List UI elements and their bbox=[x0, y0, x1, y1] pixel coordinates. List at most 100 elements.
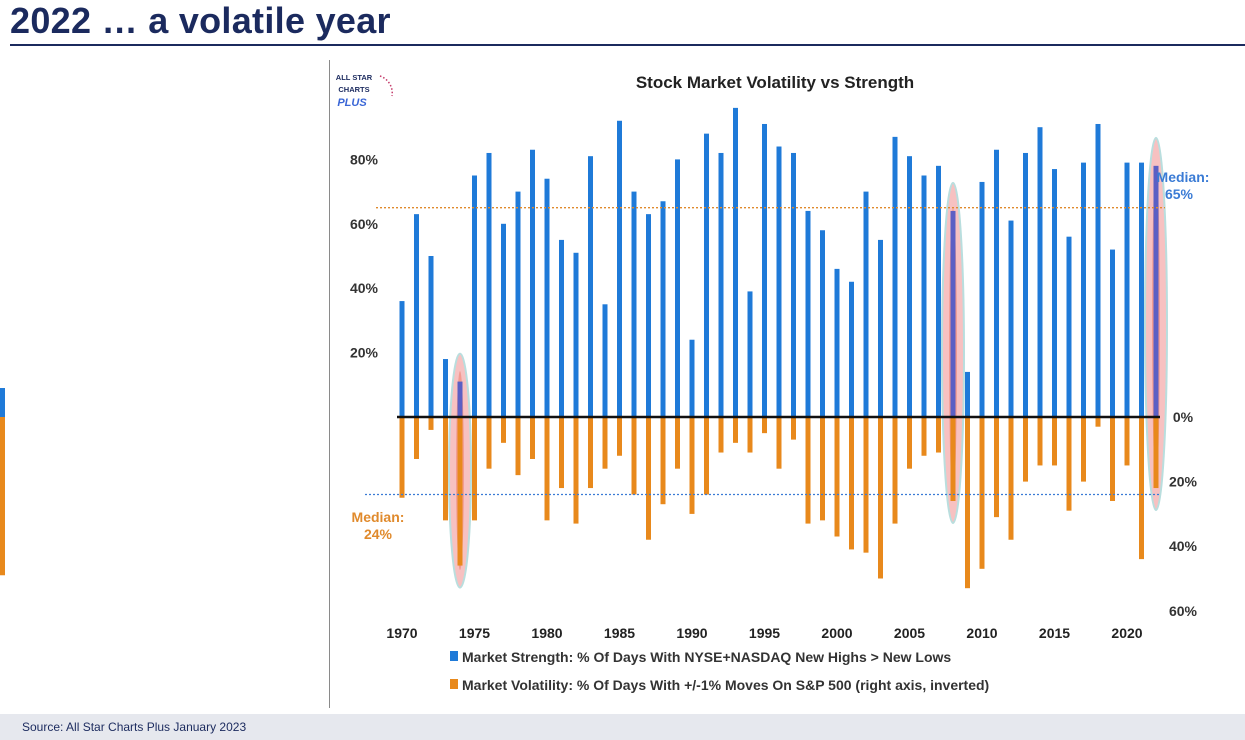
logo-line-1: ALL STAR bbox=[336, 73, 373, 82]
strength-bar-1983 bbox=[588, 156, 593, 417]
strength-bar-1988 bbox=[660, 201, 666, 417]
volatility-bar-1984 bbox=[602, 417, 608, 469]
volatility-bar-1971 bbox=[414, 417, 419, 459]
strength-bar-1995 bbox=[762, 123, 767, 417]
strength-bar-1987 bbox=[646, 214, 651, 417]
strength-bar-1972 bbox=[428, 256, 434, 417]
volatility-bar-2018 bbox=[1095, 417, 1101, 427]
strength-bar-2009 bbox=[965, 371, 970, 417]
volatility-bar-1991 bbox=[704, 417, 709, 495]
x-axis-tick-0: 1970 bbox=[386, 625, 417, 641]
strength-bar-2014 bbox=[1037, 127, 1043, 417]
volatility-bar-2004 bbox=[892, 417, 898, 524]
strength-bar-1975 bbox=[472, 175, 477, 417]
strength-bar-1980 bbox=[544, 178, 550, 417]
volatility-bar-1979 bbox=[530, 417, 535, 459]
volatility-bar-undefined bbox=[0, 417, 5, 576]
strength-bar-1986 bbox=[631, 191, 637, 417]
strength-bar-2020 bbox=[1124, 162, 1130, 417]
x-axis-tick-4: 1990 bbox=[676, 625, 707, 641]
volatility-bar-1980 bbox=[544, 417, 550, 521]
strength-bar-2012 bbox=[1008, 220, 1014, 417]
volatility-bar-2016 bbox=[1066, 417, 1072, 511]
logo-arc-icon bbox=[379, 75, 393, 97]
strength-bar-2005 bbox=[907, 156, 912, 417]
strength-bar-1974 bbox=[457, 381, 463, 417]
strength-bar-1977 bbox=[501, 223, 506, 417]
strength-bar-2003 bbox=[878, 239, 883, 417]
volatility-bar-1997 bbox=[791, 417, 796, 440]
strength-bar-2010 bbox=[979, 181, 985, 417]
x-axis-tick-1: 1975 bbox=[459, 625, 490, 641]
legend-swatch-1 bbox=[450, 679, 458, 689]
x-axis-tick-8: 2010 bbox=[966, 625, 997, 641]
strength-bar-2001 bbox=[849, 281, 854, 417]
x-axis-tick-7: 2005 bbox=[894, 625, 925, 641]
strength-bar-1982 bbox=[573, 252, 579, 417]
strength-bar-1991 bbox=[704, 133, 709, 417]
strength-bar-2015 bbox=[1052, 169, 1057, 417]
strength-bar-2013 bbox=[1023, 152, 1028, 417]
volatility-bar-2008 bbox=[950, 417, 956, 501]
volatility-bar-1987 bbox=[646, 417, 651, 540]
median-volatility-value: 24% bbox=[364, 526, 393, 542]
strength-bar-1989 bbox=[675, 159, 680, 417]
volatility-bar-2007 bbox=[936, 417, 941, 453]
volatility-bar-2010 bbox=[979, 417, 985, 569]
volatility-bar-1986 bbox=[631, 417, 637, 495]
strength-bar-1979 bbox=[530, 149, 535, 418]
left-axis-tick-0: 80% bbox=[350, 151, 379, 167]
source-text: Source: All Star Charts Plus January 202… bbox=[22, 720, 247, 734]
right-axis-tick-1: 20% bbox=[1169, 474, 1198, 490]
volatility-bar-2015 bbox=[1052, 417, 1057, 466]
median-strength-value: 65% bbox=[1165, 186, 1194, 202]
volatility-bar-2022 bbox=[1153, 417, 1159, 489]
volatility-strength-chart: ALL STAR CHARTS PLUS Stock Market Volati… bbox=[0, 73, 1210, 693]
volatility-bar-2009 bbox=[965, 417, 970, 589]
volatility-bar-2011 bbox=[994, 417, 999, 518]
strength-bar-2021 bbox=[1139, 162, 1144, 417]
volatility-bar-2021 bbox=[1139, 417, 1144, 560]
volatility-bar-2017 bbox=[1081, 417, 1086, 482]
strength-bar-1971 bbox=[414, 214, 419, 417]
source-footer: Source: All Star Charts Plus January 202… bbox=[0, 714, 1245, 740]
strength-bar-2018 bbox=[1095, 123, 1101, 417]
volatility-bar-1981 bbox=[559, 417, 564, 489]
volatility-bar-2014 bbox=[1037, 417, 1043, 466]
volatility-bar-2020 bbox=[1124, 417, 1130, 466]
volatility-bar-2019 bbox=[1110, 417, 1115, 501]
strength-bar-2016 bbox=[1066, 236, 1072, 417]
strength-bar-undefined bbox=[0, 388, 5, 417]
left-axis-tick-1: 60% bbox=[350, 216, 379, 232]
volatility-bar-2013 bbox=[1023, 417, 1028, 482]
legend-label-1: Market Volatility: % Of Days With +/-1% … bbox=[462, 677, 989, 693]
strength-bar-1978 bbox=[515, 191, 521, 417]
strength-bar-1999 bbox=[820, 230, 825, 417]
legend-swatch-0 bbox=[450, 651, 458, 661]
strength-bar-2022 bbox=[1153, 165, 1159, 417]
slide-title: 2022 … a volatile year bbox=[10, 0, 391, 41]
x-axis-tick-6: 2000 bbox=[821, 625, 852, 641]
volatility-bar-1990 bbox=[689, 417, 695, 514]
volatility-bar-1998 bbox=[805, 417, 811, 524]
strength-bar-2000 bbox=[834, 268, 840, 417]
x-axis-tick-5: 1995 bbox=[749, 625, 780, 641]
strength-bar-2019 bbox=[1110, 249, 1115, 417]
median-strength-label: Median: bbox=[1157, 169, 1210, 185]
strength-bar-1993 bbox=[733, 107, 738, 417]
right-axis-tick-3: 60% bbox=[1169, 603, 1198, 619]
strength-bar-1981 bbox=[559, 239, 564, 417]
strength-bar-1997 bbox=[791, 152, 796, 417]
strength-bar-2006 bbox=[921, 175, 927, 417]
volatility-bar-1994 bbox=[747, 417, 753, 453]
strength-bar-1996 bbox=[776, 146, 782, 417]
left-axis-tick-2: 40% bbox=[350, 280, 379, 296]
volatility-bar-1977 bbox=[501, 417, 506, 443]
strength-bar-2007 bbox=[936, 165, 941, 417]
volatility-bar-1973 bbox=[443, 417, 448, 521]
strength-bar-1994 bbox=[747, 291, 753, 417]
volatility-bar-1974 bbox=[457, 417, 463, 566]
volatility-bar-2003 bbox=[878, 417, 883, 579]
volatility-bar-2005 bbox=[907, 417, 912, 469]
volatility-bar-2000 bbox=[834, 417, 840, 537]
